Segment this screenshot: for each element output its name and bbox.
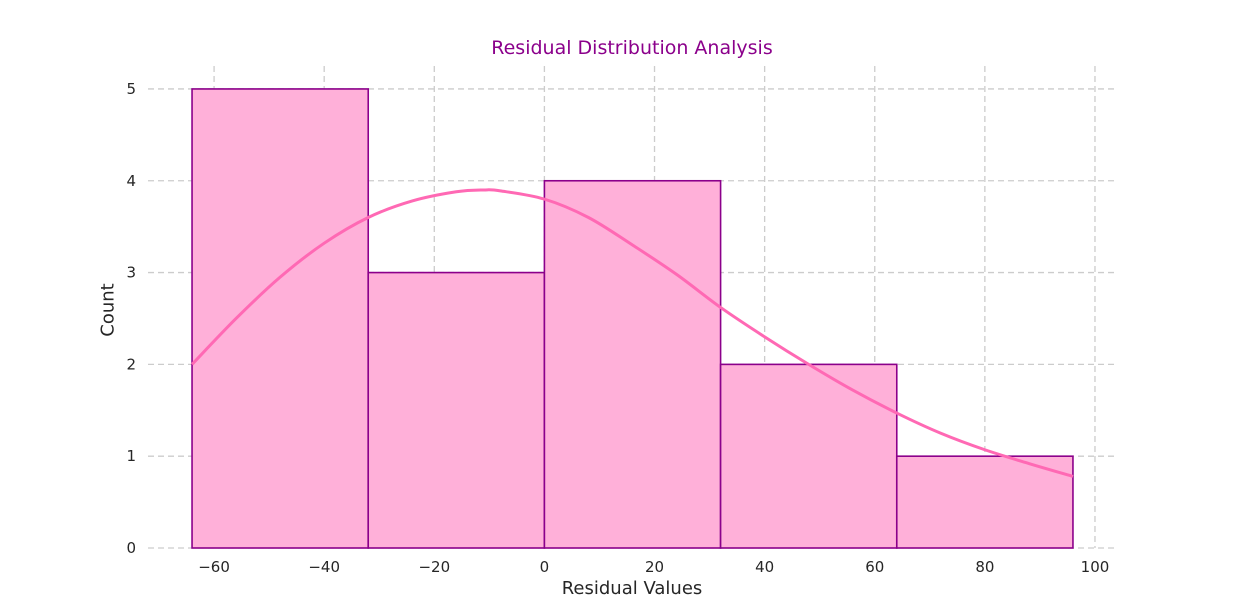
y-tick-label: 1: [126, 447, 136, 465]
x-axis-label: Residual Values: [561, 578, 703, 599]
x-tick-label: 60: [865, 558, 884, 576]
x-tick-label: 80: [975, 558, 994, 576]
histogram-bar-4: [719, 363, 898, 549]
x-tick-label: −20: [418, 558, 450, 576]
histogram-bar-5: [895, 455, 1074, 549]
histogram-bar-1: [191, 88, 370, 549]
y-tick-label: 2: [126, 355, 136, 373]
x-tick-label: 0: [540, 558, 550, 576]
chart-title: Residual Distribution Analysis: [491, 37, 773, 59]
x-tick-label: 40: [755, 558, 774, 576]
y-tick-label: 4: [126, 172, 136, 190]
y-axis-label: Count: [97, 283, 119, 337]
y-tick-labels: 0 1 2 3 4 5: [126, 80, 136, 557]
x-tick-label: −60: [198, 558, 230, 576]
histogram-bars: [191, 88, 1074, 549]
y-tick-label: 3: [126, 264, 136, 282]
x-tick-label: −40: [308, 558, 340, 576]
y-tick-label: 0: [126, 539, 136, 557]
x-tick-labels: −60 −40 −20 0 20 40 60 80 100: [198, 558, 1109, 576]
kde-curve: [190, 188, 1074, 478]
kde-curve-group: [190, 188, 1074, 478]
histogram-bar-3: [543, 179, 722, 549]
y-tick-label: 5: [126, 80, 136, 98]
histogram-bar-2: [367, 271, 546, 549]
x-tick-label: 100: [1081, 558, 1110, 576]
x-tick-label: 20: [645, 558, 664, 576]
